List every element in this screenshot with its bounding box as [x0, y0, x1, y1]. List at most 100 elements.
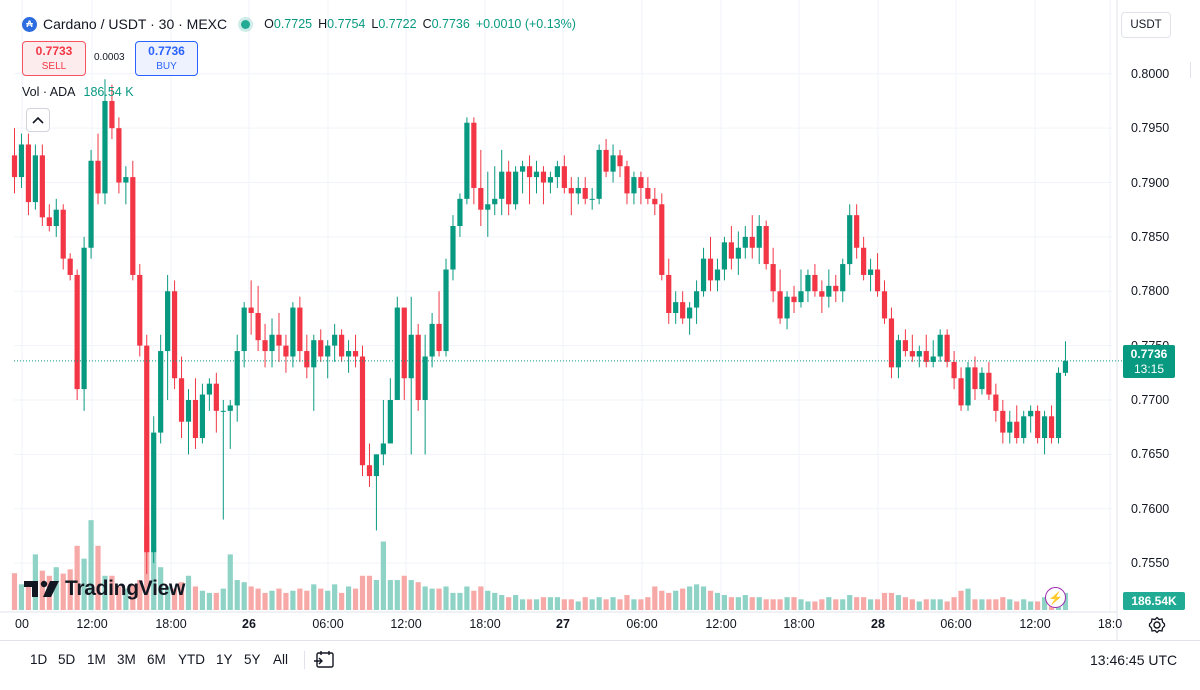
- candle-body: [311, 340, 317, 368]
- volume-legend[interactable]: Vol · ADA 186.54 K: [22, 85, 134, 99]
- range-button-1d[interactable]: 1D: [30, 652, 48, 667]
- volume-bar: [1028, 601, 1034, 610]
- candle-body: [645, 187, 651, 199]
- volume-bar: [192, 586, 199, 610]
- candle-body: [199, 394, 206, 439]
- volume-bar: [645, 597, 651, 610]
- candle-body: [457, 198, 463, 227]
- volume-bar: [88, 520, 94, 610]
- range-button-5y[interactable]: 5Y: [244, 652, 261, 667]
- candle-body: [102, 100, 108, 194]
- volume-bar: [457, 592, 463, 610]
- candle-body: [666, 274, 672, 313]
- volume-bar: [867, 599, 874, 610]
- candle-body: [158, 351, 164, 433]
- price-tick-label: 0.8000: [1131, 66, 1170, 81]
- volume-bar: [805, 601, 811, 610]
- volume-bar: [1041, 597, 1048, 610]
- candle-body: [1062, 360, 1069, 373]
- candle-body: [11, 155, 18, 178]
- candle-body: [339, 334, 345, 357]
- candle-body: [728, 242, 734, 259]
- settings-gear-icon[interactable]: [1148, 616, 1166, 634]
- candle-body: [1055, 372, 1062, 439]
- range-button-3m[interactable]: 3M: [117, 652, 136, 667]
- spread-value: 0.0003: [94, 52, 125, 63]
- volume-bar: [220, 588, 226, 610]
- chart-canvas[interactable]: [0, 0, 1200, 640]
- bottom-toolbar: 1D 5D 1M 3M 6M YTD 1Y 5Y All 13:46:45 UTC: [0, 640, 1200, 680]
- volume-bar: [227, 554, 233, 610]
- volume-bar: [492, 592, 498, 610]
- volume-bar: [735, 597, 741, 610]
- candle-body: [756, 226, 762, 248]
- time-tick-label: 12:00: [705, 617, 737, 631]
- candle-body: [443, 269, 449, 352]
- volume-bar: [11, 573, 18, 610]
- candle-body: [123, 177, 129, 183]
- candle-body: [721, 242, 728, 270]
- candle-body: [401, 307, 407, 379]
- candle-body: [819, 291, 825, 297]
- chevron-up-icon: [32, 116, 44, 124]
- candle-body: [130, 177, 136, 275]
- price-tick-label: 0.7800: [1131, 284, 1170, 299]
- candle-body: [951, 361, 957, 379]
- candle-body: [450, 226, 456, 270]
- candle-body: [561, 166, 567, 188]
- volume-bar: [944, 601, 950, 610]
- candle-body: [227, 405, 233, 411]
- volume-bar: [415, 582, 421, 610]
- volume-bar: [812, 601, 818, 610]
- buy-button[interactable]: 0.7736 BUY: [135, 41, 198, 76]
- candle-body: [151, 432, 157, 553]
- volume-bar: [325, 590, 331, 610]
- time-tick-label: 06:00: [940, 617, 972, 631]
- volume-bar: [979, 599, 985, 610]
- symbol-title[interactable]: Cardano / USDT · 30 · MEXC: [43, 16, 228, 32]
- candle-body: [492, 198, 498, 205]
- candle-body: [895, 340, 902, 368]
- low-key: L: [371, 17, 379, 31]
- volume-bar: [575, 601, 581, 610]
- range-button-all[interactable]: All: [273, 652, 289, 667]
- candle-body: [610, 155, 616, 172]
- volume-bar: [95, 545, 101, 610]
- volume-bar: [39, 570, 45, 610]
- candle-body: [67, 258, 73, 275]
- collapse-legend-button[interactable]: [26, 108, 50, 132]
- range-button-1m[interactable]: 1M: [87, 652, 106, 667]
- range-button-1y[interactable]: 1Y: [216, 652, 233, 667]
- date-range-icon[interactable]: [314, 650, 336, 670]
- volume-bar: [993, 599, 999, 610]
- volume-bar: [165, 586, 171, 610]
- volume-bar: [25, 586, 32, 610]
- chart-legend-header: ₳ Cardano / USDT · 30 · MEXC O0.7725 H0.…: [22, 14, 576, 34]
- range-button-ytd[interactable]: YTD: [178, 652, 205, 667]
- volume-bar: [311, 584, 317, 610]
- currency-selector[interactable]: USDT: [1121, 12, 1171, 38]
- tradingview-watermark[interactable]: TradingView: [24, 576, 185, 602]
- volume-bar: [130, 584, 136, 610]
- volume-bar: [561, 599, 567, 610]
- utc-clock[interactable]: 13:46:45 UTC: [1090, 652, 1178, 668]
- candle-body: [373, 454, 380, 477]
- volume-bar: [408, 580, 414, 610]
- volume-bar: [60, 573, 66, 610]
- lightning-icon[interactable]: ⚡: [1045, 587, 1066, 608]
- tradingview-wordmark: TradingView: [65, 577, 186, 600]
- candle-body: [526, 166, 533, 178]
- volume-bar: [290, 590, 296, 610]
- volume-bar: [471, 590, 477, 610]
- range-button-6m[interactable]: 6M: [147, 652, 166, 667]
- volume-bar: [387, 580, 393, 610]
- volume-bar: [213, 592, 219, 610]
- candle-body: [39, 155, 45, 218]
- time-tick-label: 18:0: [1097, 617, 1123, 631]
- candle-body: [575, 187, 581, 194]
- volume-bar: [874, 599, 881, 610]
- range-button-5d[interactable]: 5D: [58, 652, 76, 667]
- high-value: 0.7754: [327, 17, 366, 31]
- sell-button[interactable]: 0.7733 SELL: [22, 41, 86, 76]
- candle-body: [812, 274, 818, 292]
